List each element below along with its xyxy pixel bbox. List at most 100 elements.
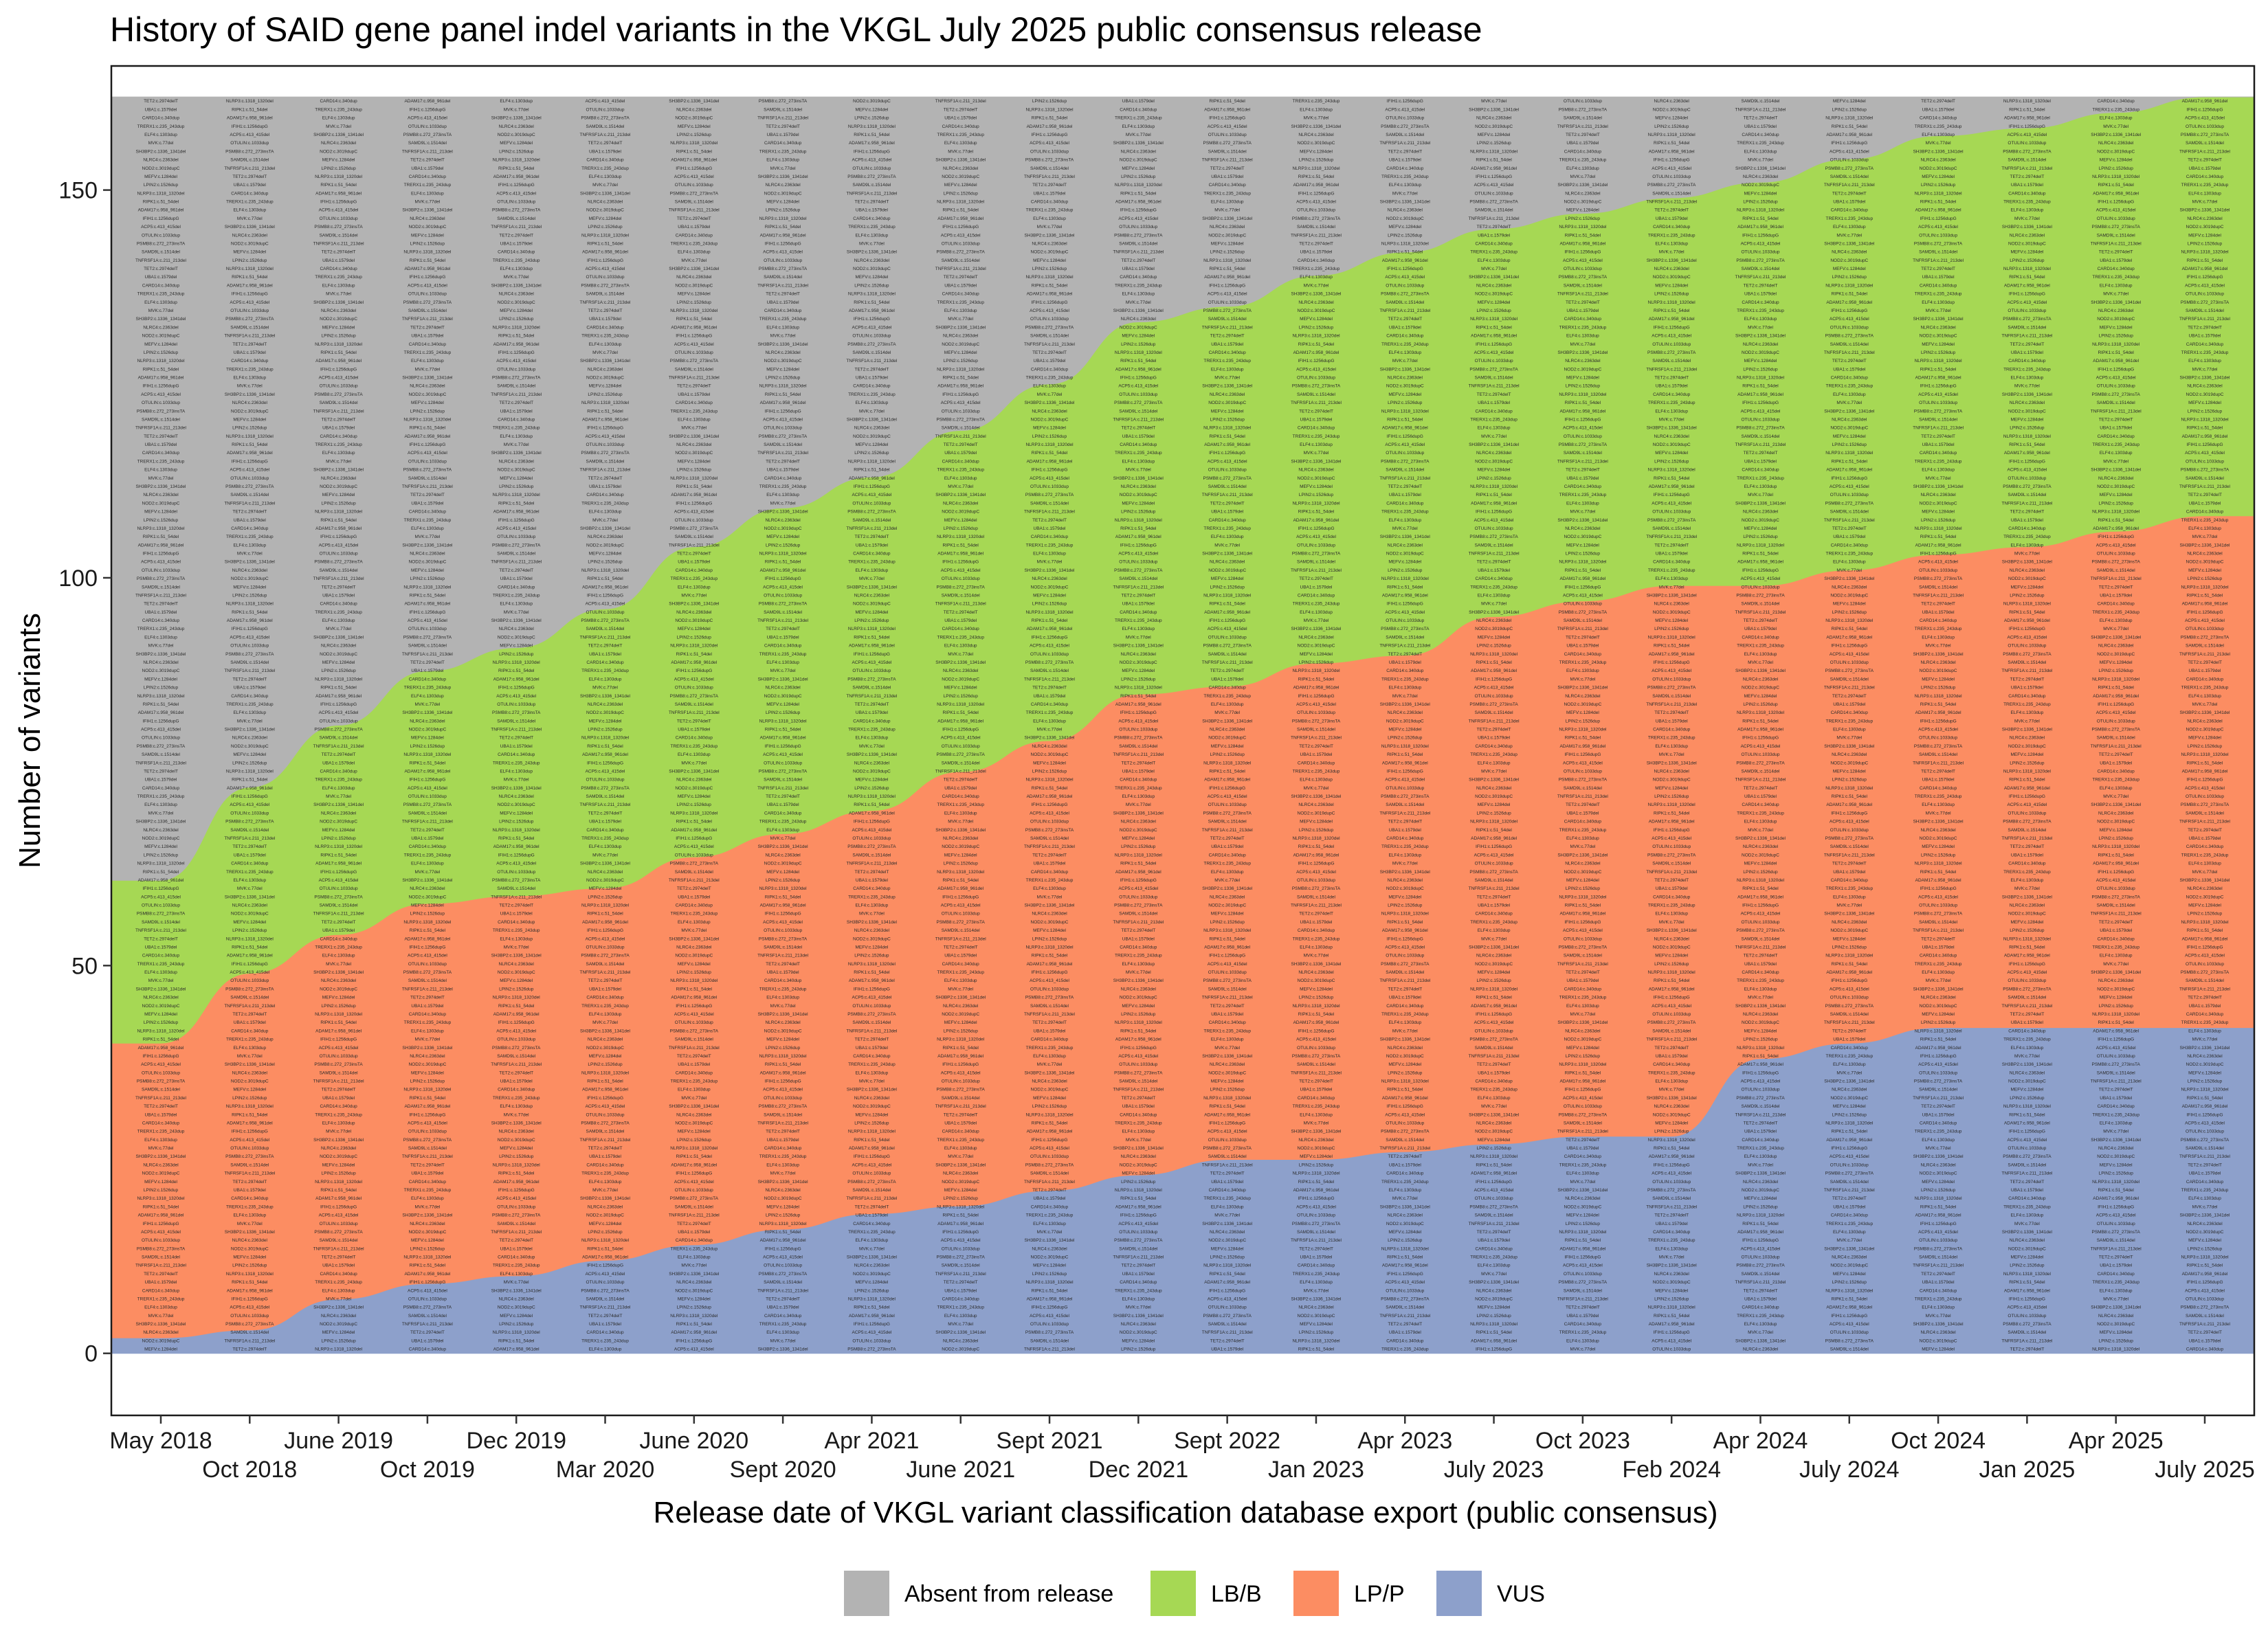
variant-label: NLRC4:c.2363del [1565, 526, 1601, 531]
variant-label: NLRP3:c.1318_1320del [1025, 1280, 1074, 1285]
variant-label: ACP5:c.413_415del [408, 1121, 447, 1126]
variant-label: CARD14:c.340dup [498, 1255, 535, 1260]
variant-label: MVK:c.77del [1304, 116, 1329, 121]
variant-label: ELF4:c.1303dup [500, 602, 533, 607]
variant-label: NLRC4:c.2363del [1743, 1180, 1779, 1185]
variant-label: ELF4:c.1303dup [1566, 1171, 1599, 1176]
variant-label: IFIH1:c.1256dupG [942, 895, 979, 899]
variant-label: NOD2:c.3019dupC [1742, 686, 1779, 691]
variant-label: OTULIN:c.1033dup [1475, 694, 1513, 699]
variant-label: MVK:c.77del [1037, 728, 1063, 732]
variant-label: OTULIN:c.1033dup [852, 1004, 891, 1009]
variant-label: TNFRSF1A:c.211_213del [935, 770, 986, 774]
variant-label: TRERX1:c.235_243dup [493, 426, 540, 431]
variant-label: UBA1:c.1579del [1566, 811, 1599, 816]
variant-label: TET2:c.2974delT [1921, 936, 1955, 941]
variant-label: SAMD9L:c.1514del [764, 1280, 803, 1285]
variant-label: ELF4:c.1303dup [233, 1046, 266, 1051]
variant-label: IFIH1:c.1256dupG [1031, 803, 1067, 807]
variant-label: NOD2:c.3019dupC [142, 1338, 180, 1343]
variant-label: RIPK1:c.51_54del [1654, 978, 1690, 983]
variant-label: SH3BP2:c.1336_1341del [1647, 1264, 1698, 1268]
variant-label: RIPK1:c.51_54del [498, 1171, 535, 1176]
variant-label: TRERX1:c.235_243dup [1115, 618, 1162, 623]
variant-label: LPIN2:c.1526dup [321, 1171, 356, 1176]
variant-label: IFIH1:c.1256dupG [2186, 945, 2223, 950]
variant-label: NOD2:c.3019dupC [1653, 945, 1691, 950]
variant-label: TRERX1:c.235_243dup [1115, 116, 1162, 121]
variant-label: IFIH1:c.1256dupG [1031, 300, 1067, 305]
variant-label: TRERX1:c.235_243dup [1825, 1054, 1873, 1059]
variant-label: CARD14:c.340dup [2008, 359, 2046, 363]
variant-label: PSMB8:c.272_273insTA [314, 728, 363, 732]
variant-label: CARD14:c.340dup [676, 1070, 713, 1075]
variant-label: IFIH1:c.1256dupG [1031, 1305, 1067, 1310]
variant-label: NLRP3:c.1318_1320del [1648, 300, 1696, 305]
variant-label: TET2:c.2974delT [854, 367, 889, 372]
variant-label: CARD14:c.340dup [1742, 635, 1779, 640]
variant-label: SAMD9L:c.1514del [320, 568, 359, 573]
variant-label: TNFRSF1A:c.211_213del [1113, 418, 1164, 423]
variant-label: UBA1:c.1579del [1744, 1297, 1777, 1302]
variant-label: TNFRSF1A:c.211_213del [757, 1288, 808, 1293]
variant-label: ACP5:c.413_415del [1385, 610, 1425, 615]
variant-label: TET2:c.2974delT [766, 1130, 800, 1134]
variant-label: NLRP3:c.1318_1320del [2092, 1012, 2140, 1017]
variant-label: IFIH1:c.1256dupG [409, 610, 445, 615]
variant-label: MVK:c.77del [2103, 962, 2128, 967]
variant-label: ACP5:c.413_415del [1385, 275, 1425, 280]
variant-label: ELF4:c.1303dup [1655, 576, 1688, 581]
variant-label: TET2:c.2974delT [1744, 451, 1778, 456]
variant-label: RIPK1:c.51_54del [942, 1046, 979, 1051]
variant-label: MEFV:c.1284del [1655, 116, 1688, 121]
variant-label: NLRC4:c.2363del [143, 1330, 179, 1335]
variant-label: TRERX1:c.235_243dup [1915, 124, 1962, 129]
variant-label: TET2:c.2974delT [1744, 786, 1778, 791]
variant-label: NOD2:c.3019dupC [498, 803, 535, 807]
variant-label: CARD14:c.340dup [498, 250, 535, 255]
variant-label: ADAM17:c.958_961del [1649, 149, 1695, 154]
variant-label: SAMD9L:c.1514del [586, 1130, 625, 1134]
variant-label: SAMD9L:c.1514del [1475, 878, 1514, 883]
variant-label: NLRP3:c.1318_1320del [1825, 954, 1874, 958]
variant-label: UBA1:c.1579del [767, 1138, 800, 1143]
variant-label: TRERX1:c.235_243dup [1203, 694, 1251, 699]
variant-label: ACP5:c.413_415del [141, 1230, 181, 1235]
variant-label: ADAM17:c.958_961del [1737, 895, 1783, 899]
variant-label: TNFRSF1A:c.211_213del [669, 1046, 720, 1051]
variant-label: TNFRSF1A:c.211_213del [1735, 945, 1786, 950]
variant-label: RIPK1:c.51_54del [1209, 99, 1245, 104]
variant-label: UBA1:c.1579del [2100, 1096, 2133, 1101]
variant-label: IFIH1:c.1256dupG [854, 820, 890, 824]
variant-label: ELF4:c.1303dup [411, 1196, 444, 1201]
variant-label: SH3BP2:c.1336_1341del [135, 820, 186, 824]
variant-label: TET2:c.2974delT [1032, 853, 1067, 857]
variant-label: NOD2:c.3019dupC [142, 166, 180, 171]
variant-label: TRERX1:c.235_243dup [1026, 543, 1074, 548]
variant-label: RIPK1:c.51_54del [1209, 434, 1245, 439]
variant-label: LPIN2:c.1526dup [2010, 928, 2045, 933]
variant-label: RIPK1:c.51_54del [143, 367, 179, 372]
variant-label: SAMD9L:c.1514del [1297, 225, 1336, 229]
variant-label: UBA1:c.1579del [1300, 1255, 1333, 1260]
variant-label: NLRP3:c.1318_1320del [1737, 543, 1785, 548]
variant-label: ADAM17:c.958_961del [1293, 518, 1339, 523]
variant-label: MVK:c.77del [1748, 1330, 1773, 1335]
variant-label: MVK:c.77del [948, 149, 973, 154]
variant-label: OTULIN:c.1033dup [230, 644, 269, 649]
variant-label: MVK:c.77del [326, 627, 351, 631]
variant-label: NLRC4:c.2363del [1121, 484, 1157, 489]
variant-label: MEFV:c.1284del [766, 870, 799, 875]
variant-label: RIPK1:c.51_54del [1032, 116, 1068, 121]
variant-label: SH3BP2:c.1336_1341del [1557, 183, 1608, 188]
variant-label: UBA1:c.1579del [1833, 200, 1866, 205]
variant-label: RIPK1:c.51_54del [2187, 258, 2223, 263]
variant-label: UBA1:c.1579del [589, 820, 622, 824]
variant-label: RIPK1:c.51_54del [143, 702, 179, 707]
variant-label: NLRP3:c.1318_1320del [2003, 936, 2052, 941]
variant-label: NLRP3:c.1318_1320del [581, 568, 630, 573]
variant-label: TET2:c.2974delT [499, 1238, 533, 1243]
variant-label: LPIN2:c.1526dup [1210, 1088, 1245, 1092]
variant-label: CARD14:c.340dup [1209, 518, 1247, 523]
variant-label: TNFRSF1A:c.211_213del [1824, 350, 1875, 355]
